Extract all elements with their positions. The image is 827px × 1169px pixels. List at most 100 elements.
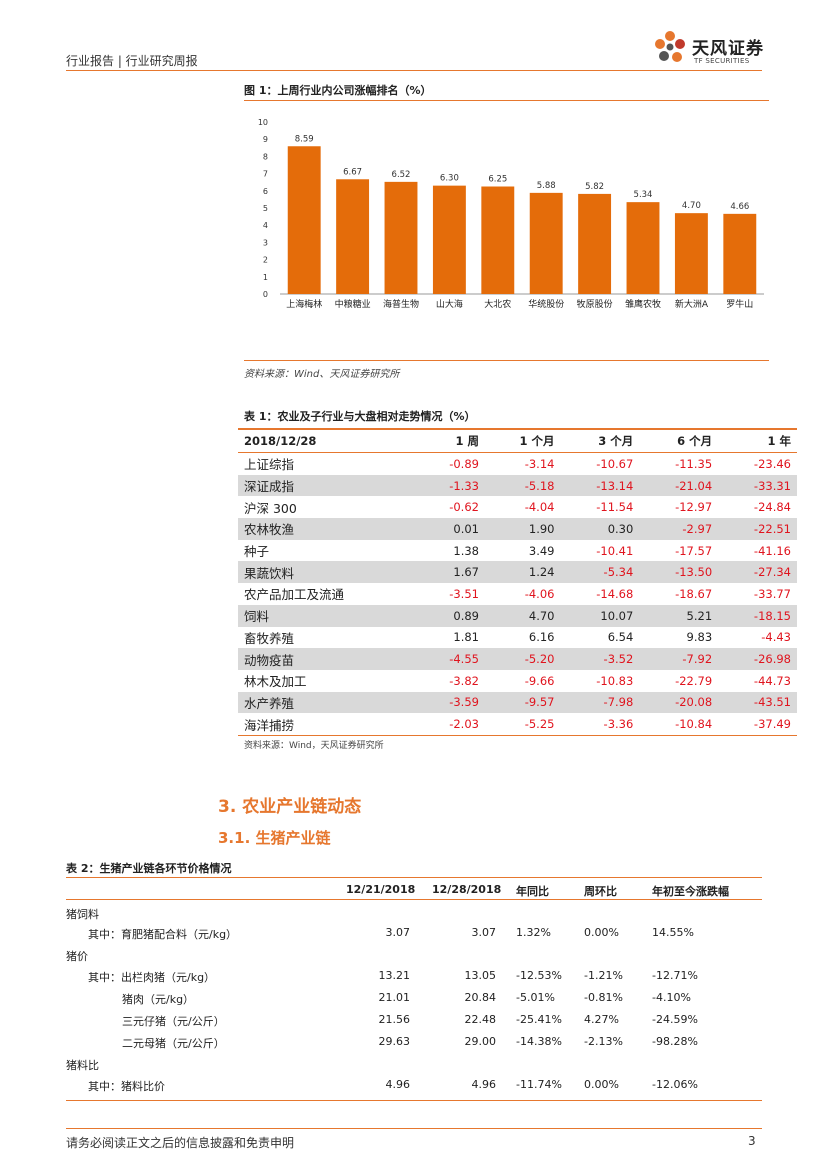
value-cell: 6.54 (607, 630, 634, 645)
value-cell: 4.70 (484, 604, 561, 627)
table2-header-cell: 年初至今涨跌幅 (652, 885, 729, 898)
table1-header-cell: 2018/12/28 (238, 428, 418, 453)
value-cell: -3.14 (524, 456, 555, 471)
value-cell: -3.59 (417, 691, 485, 714)
value-cell: -43.51 (718, 691, 797, 714)
value-cell: 5.21 (639, 604, 719, 627)
data-label: 6.30 (440, 174, 459, 184)
value-cell: -27.34 (718, 561, 797, 584)
table2-value-cell: 21.56 (378, 1013, 411, 1026)
table-row: 饲料 0.89 4.70 10.07 5.21 -18.15 (238, 604, 797, 627)
value-cell: -12.97 (675, 500, 713, 515)
row-name: 沪深 300 (244, 500, 297, 516)
table2-value-cell: -24.59% (652, 1013, 698, 1026)
bar (432, 185, 466, 294)
row-name: 种子 (244, 544, 270, 560)
table2-value-cell: -11.74% (516, 1078, 562, 1091)
table2-value-cell: 13.05 (464, 969, 497, 982)
value-cell: -10.41 (596, 543, 634, 558)
table-row: 上证综指 -0.89 -3.14 -10.67 -11.35 -23.46 (238, 453, 797, 475)
value-cell: -4.43 (761, 630, 791, 645)
row-name: 深证成指 (238, 474, 418, 497)
table2-row-label: 猪肉（元/kg） (122, 993, 195, 1006)
table-row: 畜牧养殖 1.81 6.16 6.54 9.83 -4.43 (238, 627, 797, 649)
table2-row-label: 其中：出栏肉猪（元/kg） (88, 971, 216, 984)
value-cell: -13.14 (560, 474, 640, 497)
data-label: 4.70 (682, 201, 701, 211)
table2-row-label: 其中：猪料比价 (88, 1080, 165, 1093)
value-cell: 0.89 (417, 604, 485, 627)
value-cell: -17.57 (675, 543, 713, 558)
bar (481, 186, 515, 294)
y-tick-label: 6 (263, 187, 268, 196)
table1-header-cell: 3 个月 (560, 428, 640, 453)
table2-value-cell: -25.41% (516, 1013, 562, 1026)
table2-value-cell: 4.96 (385, 1078, 411, 1091)
value-cell: -10.67 (596, 456, 634, 471)
row-name: 动物疫苗 (238, 648, 418, 670)
logo-chinese-name: 天风证券 (692, 39, 764, 59)
value-cell: -2.03 (417, 713, 485, 736)
category-label: 山大海 (436, 298, 463, 310)
bar (723, 213, 757, 294)
header-title: 行业报告 | 行业研究周报 (66, 54, 198, 68)
value-cell: -26.98 (718, 648, 797, 670)
bar (674, 213, 708, 294)
table2-value-cell: 0.00% (584, 1078, 619, 1091)
table2-value-cell: -4.10% (652, 991, 691, 1004)
footer-divider (66, 1128, 762, 1129)
table-row: 动物疫苗 -4.55 -5.20 -3.52 -7.92 -26.98 (238, 648, 797, 670)
table1-header-cell: 6 个月 (639, 428, 719, 453)
subsection-heading: 3.1. 生猪产业链 (218, 829, 331, 847)
row-name: 农产品加工及流通 (244, 587, 345, 603)
value-cell: -9.66 (524, 673, 555, 688)
value-cell: 6.16 (528, 630, 555, 645)
value-cell: -11.54 (596, 500, 634, 515)
table2-value-cell: 1.32% (516, 926, 551, 939)
table1-header-cell: 1 周 (417, 428, 485, 453)
table2-row-label: 猪饲料 (66, 908, 99, 921)
row-name: 畜牧养殖 (244, 630, 295, 646)
value-cell: -4.06 (524, 586, 555, 601)
value-cell: -2.97 (639, 518, 719, 540)
table1-source: 资料来源：Wind，天风证券研究所 (244, 741, 384, 751)
footer-disclaimer: 请务必阅读正文之后的信息披露和免责申明 (66, 1136, 295, 1150)
data-label: 5.88 (537, 181, 556, 191)
table2-row-label: 三元仔猪（元/公斤） (122, 1015, 225, 1028)
data-label: 5.82 (585, 182, 604, 192)
value-cell: 1.90 (484, 518, 561, 540)
value-cell: -21.04 (639, 474, 719, 497)
value-cell: -20.08 (639, 691, 719, 714)
bar (336, 179, 370, 294)
table2-value-cell: 13.21 (378, 969, 411, 982)
value-cell: -5.34 (560, 561, 640, 584)
table2-value-cell: 21.01 (378, 991, 411, 1004)
value-cell: -1.33 (417, 474, 485, 497)
table2-row-label: 猪料比 (66, 1059, 99, 1072)
table2-top-rule (66, 877, 762, 878)
y-tick-label: 4 (263, 221, 268, 230)
value-cell: -0.89 (449, 456, 479, 471)
bar (626, 202, 660, 294)
row-name: 饲料 (238, 604, 418, 627)
value-cell: -7.92 (639, 648, 719, 670)
table2-row-label: 二元母猪（元/公斤） (122, 1037, 225, 1050)
table2-value-cell: -14.38% (516, 1035, 562, 1048)
value-cell: -3.36 (560, 713, 640, 736)
page-number: 3 (748, 1134, 756, 1148)
table2-value-cell: 29.63 (378, 1035, 411, 1048)
bar (384, 181, 418, 294)
value-cell: -41.16 (753, 543, 791, 558)
table2-value-cell: 22.48 (464, 1013, 497, 1026)
data-label: 5.34 (634, 190, 653, 200)
table2-header-cell: 12/28/2018 (432, 883, 502, 896)
value-cell: 1.24 (484, 561, 561, 584)
row-name: 上证综指 (244, 457, 295, 473)
category-label: 华统股份 (528, 298, 564, 310)
table2-value-cell: -98.28% (652, 1035, 698, 1048)
value-cell: 3.49 (528, 543, 555, 558)
value-cell: -23.46 (753, 456, 791, 471)
value-cell: -18.67 (675, 586, 713, 601)
row-name: 海洋捕捞 (238, 713, 418, 736)
relative-performance-table: 2018/12/28 1 周 1 个月 3 个月 6 个月 1 年 上证综指 -0… (238, 428, 797, 736)
